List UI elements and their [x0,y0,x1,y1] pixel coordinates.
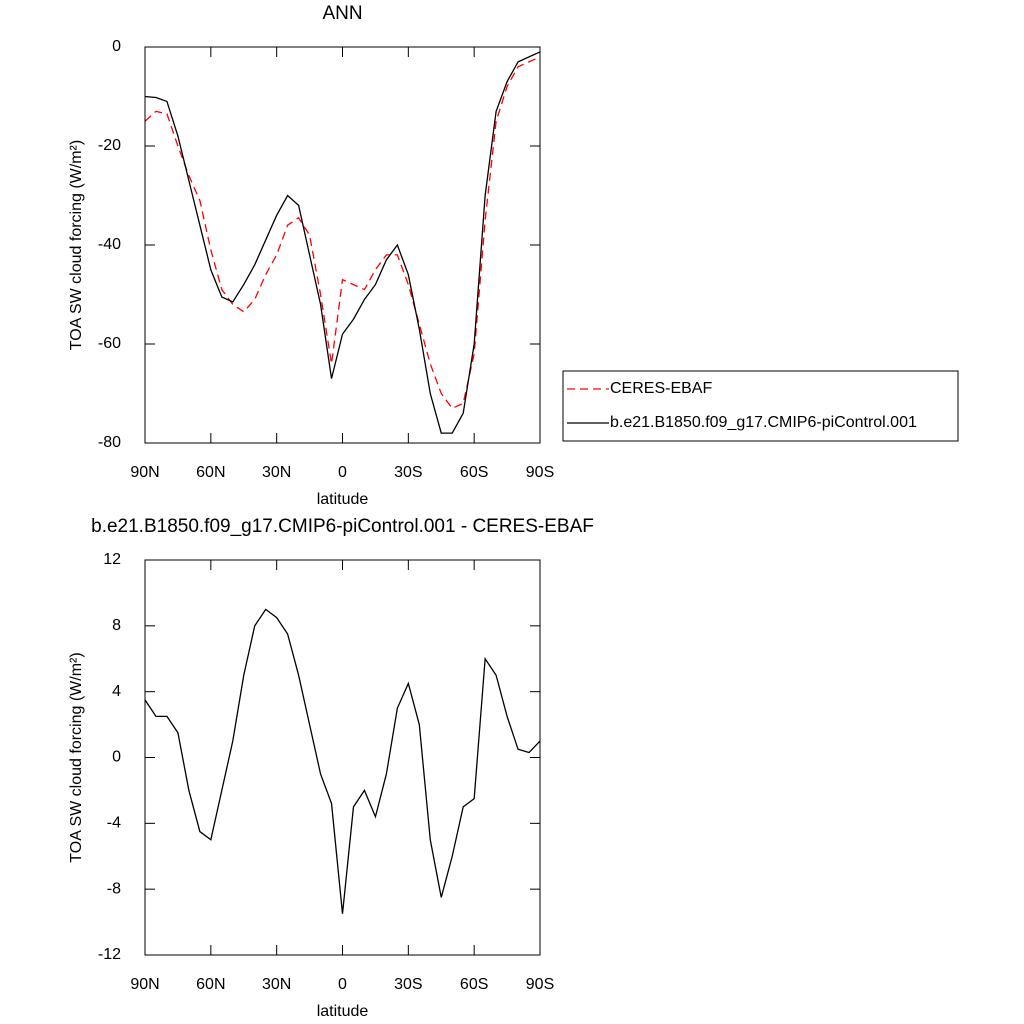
y-tick-label: 12 [103,551,121,568]
y-tick-label: 8 [112,617,121,634]
x-tick-label: 30N [262,976,291,993]
y-tick-label: -20 [98,137,121,154]
x-axis-label: latitude [317,491,369,508]
x-tick-label: 90S [526,976,554,993]
y-axis-label: TOA SW cloud forcing (W/m²) [68,140,85,350]
x-tick-label: 60S [460,976,488,993]
y-tick-label: 4 [112,683,121,700]
legend-label: CERES-EBAF [610,380,712,397]
chart-title: ANN [322,3,362,24]
legend-label: b.e21.B1850.f09_g17.CMIP6-piControl.001 [610,414,917,431]
data-line [144,56,541,410]
y-tick-label: -12 [98,946,121,963]
x-tick-label: 90S [526,464,554,481]
y-tick-label: 0 [112,749,121,766]
y-tick-label: -8 [107,880,121,897]
data-line [144,51,541,434]
y-tick-label: -4 [107,815,121,832]
x-tick-label: 60N [196,976,225,993]
y-axis-label: TOA SW cloud forcing (W/m²) [68,652,85,862]
x-tick-label: 0 [338,976,347,993]
y-tick-label: 0 [112,38,121,55]
y-tick-label: -60 [98,335,121,352]
y-tick-label: -40 [98,236,121,253]
x-tick-label: 0 [338,464,347,481]
x-tick-label: 90N [130,976,159,993]
x-tick-label: 30S [394,464,422,481]
data-line [144,608,541,914]
x-axis-label: latitude [317,1003,369,1020]
legend-box [562,370,959,442]
x-tick-label: 60N [196,464,225,481]
x-tick-label: 90N [130,464,159,481]
plot-frame [144,559,541,956]
x-tick-label: 60S [460,464,488,481]
x-tick-label: 30N [262,464,291,481]
x-tick-label: 30S [394,976,422,993]
chart-title: b.e21.B1850.f09_g17.CMIP6-piControl.001 … [91,516,594,537]
y-tick-label: -80 [98,434,121,451]
